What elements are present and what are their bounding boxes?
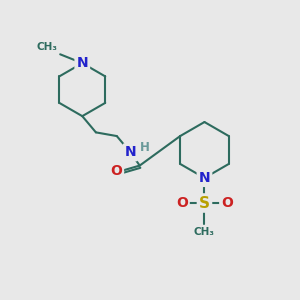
Text: O: O bbox=[110, 164, 122, 178]
Text: S: S bbox=[199, 196, 210, 211]
Text: N: N bbox=[124, 145, 136, 159]
Text: N: N bbox=[199, 171, 210, 185]
Text: CH₃: CH₃ bbox=[194, 226, 215, 237]
Text: O: O bbox=[176, 196, 188, 210]
Text: N: N bbox=[76, 56, 88, 70]
Text: CH₃: CH₃ bbox=[37, 42, 58, 52]
Text: H: H bbox=[140, 140, 150, 154]
Text: O: O bbox=[221, 196, 233, 210]
